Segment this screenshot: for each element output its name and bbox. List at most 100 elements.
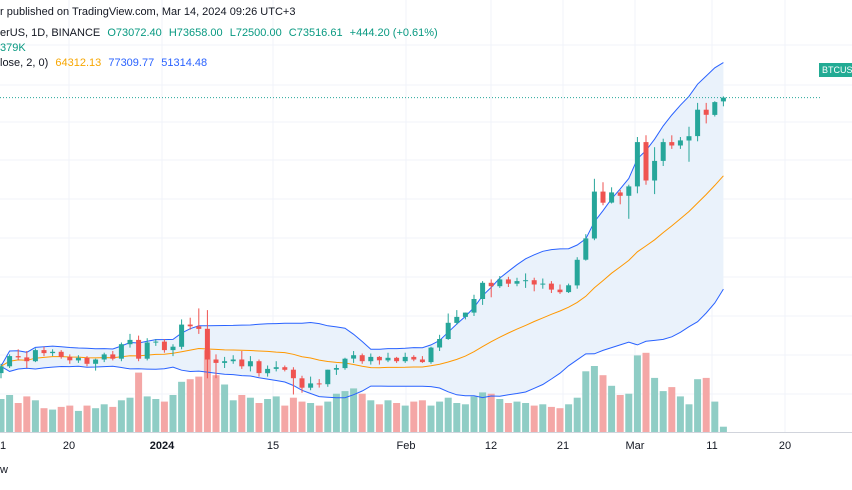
- candle-body: [497, 279, 503, 287]
- x-tick-label: 2024: [149, 440, 175, 452]
- candle-body: [394, 357, 400, 362]
- candle-body: [196, 326, 202, 329]
- candle-body: [720, 97, 726, 102]
- published-text: r published on TradingView.com, Mar 14, …: [0, 6, 296, 18]
- open-value: O73072.40: [107, 27, 162, 39]
- volume-bar: [109, 406, 117, 432]
- volume-bar: [685, 404, 693, 432]
- volume-bar: [547, 406, 555, 432]
- volume-bar: [625, 393, 633, 432]
- candle-body: [256, 361, 262, 374]
- candle-body: [445, 322, 451, 339]
- candle-body: [170, 346, 176, 351]
- candle-body: [480, 282, 486, 299]
- candle-body: [643, 142, 649, 181]
- candle-body: [204, 328, 210, 360]
- candle-body: [488, 282, 494, 287]
- candle-body: [58, 351, 64, 357]
- candle-body: [32, 350, 38, 362]
- volume-bar: [556, 408, 564, 432]
- volume-bar: [599, 375, 607, 432]
- volume-bar: [358, 393, 366, 432]
- volume-bar: [410, 401, 418, 432]
- volume-bar: [504, 403, 512, 432]
- candle-body: [67, 356, 73, 361]
- volume-bar: [719, 426, 727, 432]
- candle-body: [626, 186, 632, 196]
- candle-body: [282, 367, 288, 370]
- price-tag: BTCUS: [819, 63, 852, 77]
- candle-body: [677, 140, 683, 146]
- volume-bar: [289, 397, 297, 432]
- volume-bar: [49, 409, 57, 432]
- candle-body: [712, 102, 718, 115]
- candle-body: [290, 369, 296, 379]
- volume-bar: [307, 403, 315, 432]
- volume-bar: [668, 387, 676, 432]
- candle-body: [265, 368, 271, 374]
- volume-bar: [461, 404, 469, 432]
- candle-body: [144, 342, 150, 359]
- volume-bar: [341, 391, 349, 432]
- volume-bar: [315, 405, 323, 432]
- close-value: C73516.61: [288, 27, 343, 39]
- volume-bar: [565, 404, 573, 432]
- candle-body: [161, 341, 167, 351]
- volume-bar: [66, 405, 74, 432]
- candle-body: [179, 324, 185, 347]
- x-tick-label: Mar: [625, 440, 645, 452]
- candle-body: [609, 192, 615, 203]
- candle-body: [239, 359, 245, 367]
- candle-body: [540, 283, 546, 285]
- published-line: r published on TradingView.com, Mar 14, …: [0, 5, 299, 19]
- volume-bar: [212, 375, 220, 432]
- candle-body: [634, 142, 640, 187]
- volume-bar: [479, 392, 487, 432]
- volume-bar: [539, 404, 547, 432]
- x-tick-label: 12: [484, 440, 498, 452]
- band-fill: [1, 62, 724, 398]
- volume-bar: [246, 397, 254, 432]
- candle-body: [695, 109, 701, 137]
- candle-body: [213, 359, 219, 363]
- candle-body: [308, 383, 314, 388]
- volume-bar: [117, 400, 125, 432]
- volume-bar: [384, 400, 392, 432]
- volume-bar: [401, 405, 409, 432]
- x-tick-label: 15: [266, 440, 280, 452]
- candle-body: [514, 281, 520, 284]
- lower-band: [0, 288, 724, 399]
- volume-bar: [496, 399, 504, 432]
- volume-bar: [126, 397, 134, 432]
- candle-body: [299, 378, 305, 388]
- indicator-upper: 77309.77: [108, 57, 155, 69]
- candle-body: [531, 280, 537, 285]
- candle-body: [548, 283, 554, 290]
- volume-bar: [350, 388, 358, 432]
- indicator-name: lose, 2, 0): [0, 57, 49, 69]
- x-tick-label: 1: [0, 440, 7, 452]
- candle-body: [523, 280, 529, 282]
- volume-bar: [418, 400, 426, 432]
- candle-body: [600, 191, 606, 203]
- candle-body: [84, 357, 90, 364]
- candle-body: [351, 355, 357, 359]
- candle-body: [75, 357, 81, 361]
- volume-bar: [651, 377, 659, 432]
- volume-bar: [375, 404, 383, 432]
- volume-bar: [178, 381, 186, 432]
- volume-bar: [427, 405, 435, 432]
- candle-body: [118, 344, 124, 359]
- x-tick-label: 20: [62, 440, 76, 452]
- volume-bar: [135, 372, 143, 432]
- x-tick-label: 11: [706, 440, 718, 452]
- volume-bar: [659, 391, 667, 432]
- volume-bar: [40, 408, 48, 432]
- candle-body: [93, 359, 99, 364]
- candle-body: [50, 351, 56, 354]
- volume-bar: [453, 403, 461, 432]
- volume-bar: [694, 379, 702, 432]
- volume-bar: [100, 404, 108, 432]
- candle-body: [566, 285, 572, 293]
